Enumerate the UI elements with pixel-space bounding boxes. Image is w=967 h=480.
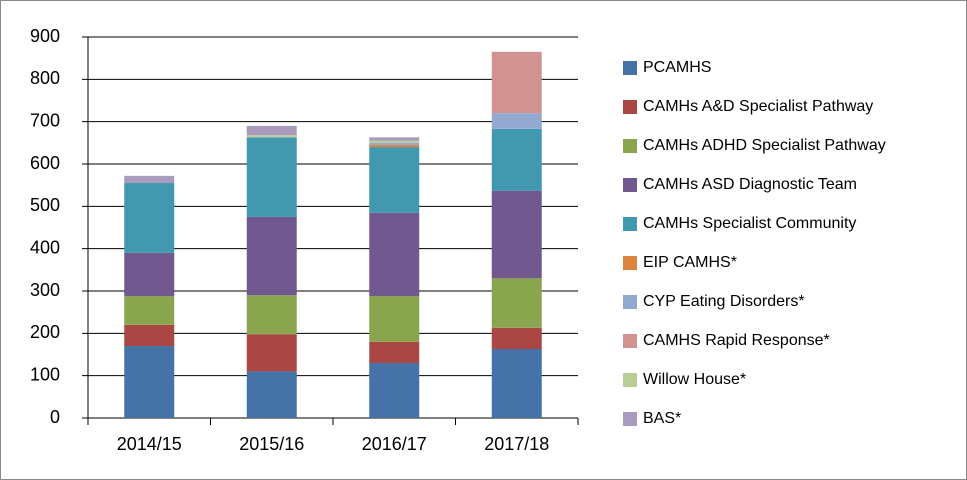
y-tick-label: 700 [30, 110, 60, 130]
x-tick-label: 2014/15 [117, 434, 182, 454]
bar-segment [124, 296, 175, 325]
bar-segment [491, 128, 542, 191]
bar-segment [369, 212, 420, 297]
legend-swatch [623, 412, 637, 426]
bar-segment [491, 51, 542, 114]
legend-swatch [623, 139, 637, 153]
bar-segment [369, 296, 420, 342]
x-tick-label: 2017/18 [484, 434, 549, 454]
bar-segment [246, 216, 297, 296]
legend-label: CYP Eating Disorders* [643, 293, 805, 310]
legend-swatch [623, 217, 637, 231]
bar-segment [369, 144, 420, 148]
bar-segment [124, 252, 175, 297]
y-tick-label: 900 [30, 26, 60, 46]
legend-swatch [623, 295, 637, 309]
bar-segment [246, 125, 297, 136]
y-tick-label: 400 [30, 237, 60, 257]
legend-label: Willow House* [643, 371, 746, 388]
legend-swatch [623, 61, 637, 75]
legend-swatch [623, 100, 637, 114]
legend-label: PCAMHS [643, 59, 711, 76]
legend-swatch [623, 373, 637, 387]
x-tick-label: 2015/16 [239, 434, 304, 454]
bar-segment [246, 135, 297, 138]
bar-segment [246, 334, 297, 372]
y-tick-label: 100 [30, 364, 60, 384]
bar-segment [369, 142, 420, 145]
bar-segment [246, 371, 297, 418]
bar-segment [491, 327, 542, 349]
bar-segment [124, 346, 175, 418]
bar-segment [369, 341, 420, 363]
legend-label: CAMHs ASD Diagnostic Team [643, 176, 857, 193]
legend-label: CAMHs ADHD Specialist Pathway [643, 137, 886, 154]
bar-segment [124, 183, 175, 253]
x-tick-label: 2016/17 [362, 434, 427, 454]
y-tick-label: 800 [30, 68, 60, 88]
bar-segment [369, 362, 420, 418]
legend-swatch [623, 178, 637, 192]
y-tick-label: 500 [30, 195, 60, 215]
bar-segment [369, 140, 420, 143]
legend-label: CAMHs A&D Specialist Pathway [643, 98, 873, 115]
legend-swatch [623, 256, 637, 270]
y-tick-label: 0 [50, 407, 60, 427]
y-tick-label: 600 [30, 153, 60, 173]
bar-segment [491, 190, 542, 279]
legend-label: CAMHS Rapid Response* [643, 332, 830, 349]
y-tick-label: 300 [30, 280, 60, 300]
bar-segment [246, 137, 297, 217]
legend-swatch [623, 334, 637, 348]
legend-label: CAMHs Specialist Community [643, 215, 856, 232]
bar-segment [124, 175, 175, 184]
bar-segment [246, 295, 297, 335]
bar-segment [124, 324, 175, 347]
bar-segment [369, 137, 420, 141]
bar-segment [491, 113, 542, 129]
bar-segment [491, 278, 542, 328]
legend-label: BAS* [643, 410, 681, 427]
y-tick-label: 200 [30, 322, 60, 342]
bar-segment [369, 147, 420, 213]
bar-segment [491, 348, 542, 418]
legend-label: EIP CAMHS* [643, 254, 737, 271]
